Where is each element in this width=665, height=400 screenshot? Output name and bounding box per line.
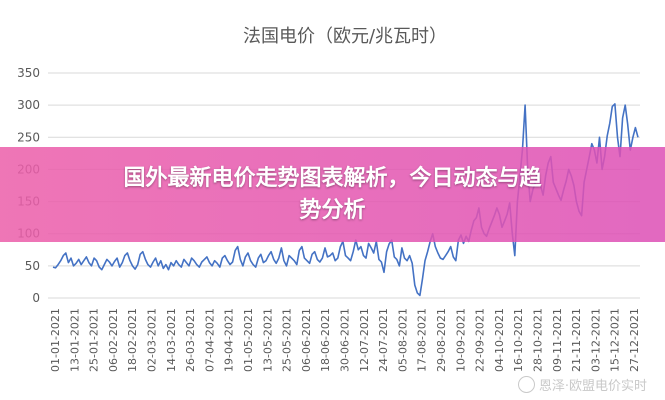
x-tick-label: 27-12-2021: [628, 308, 641, 372]
x-tick-label: 01-05-2021: [242, 308, 255, 372]
headline-text: 国外最新电价走势图表解析，今日动态与趋 势分析: [33, 163, 633, 227]
x-tick-label: 29-08-2021: [435, 308, 448, 372]
x-tick-label: 19-04-2021: [223, 308, 236, 372]
x-tick-label: 12-07-2021: [358, 308, 371, 372]
x-tick-label: 18-06-2021: [319, 308, 332, 372]
y-tick-label: 50: [25, 259, 40, 273]
y-tick-label: 0: [32, 291, 40, 305]
x-tick-label: 30-06-2021: [339, 308, 352, 372]
x-tick-label: 07-04-2021: [203, 308, 216, 372]
x-tick-label: 24-07-2021: [377, 308, 390, 372]
x-tick-label: 05-08-2021: [396, 308, 409, 372]
x-tick-label: 16-10-2021: [512, 308, 525, 372]
x-tick-label: 22-09-2021: [474, 308, 487, 372]
x-tick-label: 09-11-2021: [551, 308, 564, 372]
x-tick-label: 13-05-2021: [261, 308, 274, 372]
headline-line-1: 国外最新电价走势图表解析，今日动态与趋: [123, 165, 542, 191]
headline-banner: 国外最新电价走势图表解析，今日动态与趋 势分析: [0, 147, 665, 242]
x-tick-label: 14-03-2021: [165, 308, 178, 372]
x-tick-label: 13-01-2021: [68, 308, 81, 372]
chart-title: 法国电价（欧元/兆瓦时）: [243, 26, 447, 47]
y-tick-label: 250: [17, 130, 40, 144]
x-tick-label: 25-01-2021: [88, 308, 101, 372]
y-tick-label: 300: [17, 98, 40, 112]
x-axis-ticks: 01-01-2021 13-01-2021 25-01-2021 06-02-2021…: [49, 308, 641, 372]
x-tick-label: 02-03-2021: [146, 308, 159, 372]
x-tick-label: 06-06-2021: [300, 308, 313, 372]
headline-line-2: 势分析: [299, 197, 366, 223]
x-tick-label: 04-10-2021: [493, 308, 506, 372]
x-tick-label: 10-09-2021: [454, 308, 467, 372]
x-tick-label: 18-02-2021: [126, 308, 139, 372]
watermark-text: 恩泽·欧盟电价实时: [538, 379, 647, 394]
y-tick-label: 350: [17, 66, 40, 80]
x-tick-label: 06-02-2021: [107, 308, 120, 372]
x-tick-label: 28-10-2021: [532, 308, 545, 372]
x-tick-label: 26-03-2021: [184, 308, 197, 372]
x-tick-label: 17-08-2021: [416, 308, 429, 372]
x-tick-label: 01-01-2021: [49, 308, 62, 372]
x-tick-label: 21-11-2021: [570, 308, 583, 372]
x-tick-label: 25-05-2021: [281, 308, 294, 372]
x-tick-label: 03-12-2021: [589, 308, 602, 372]
x-tick-label: 15-12-2021: [609, 308, 622, 372]
watermark: 恩泽·欧盟电价实时: [517, 375, 647, 394]
watermark-logo-icon: [517, 376, 535, 393]
